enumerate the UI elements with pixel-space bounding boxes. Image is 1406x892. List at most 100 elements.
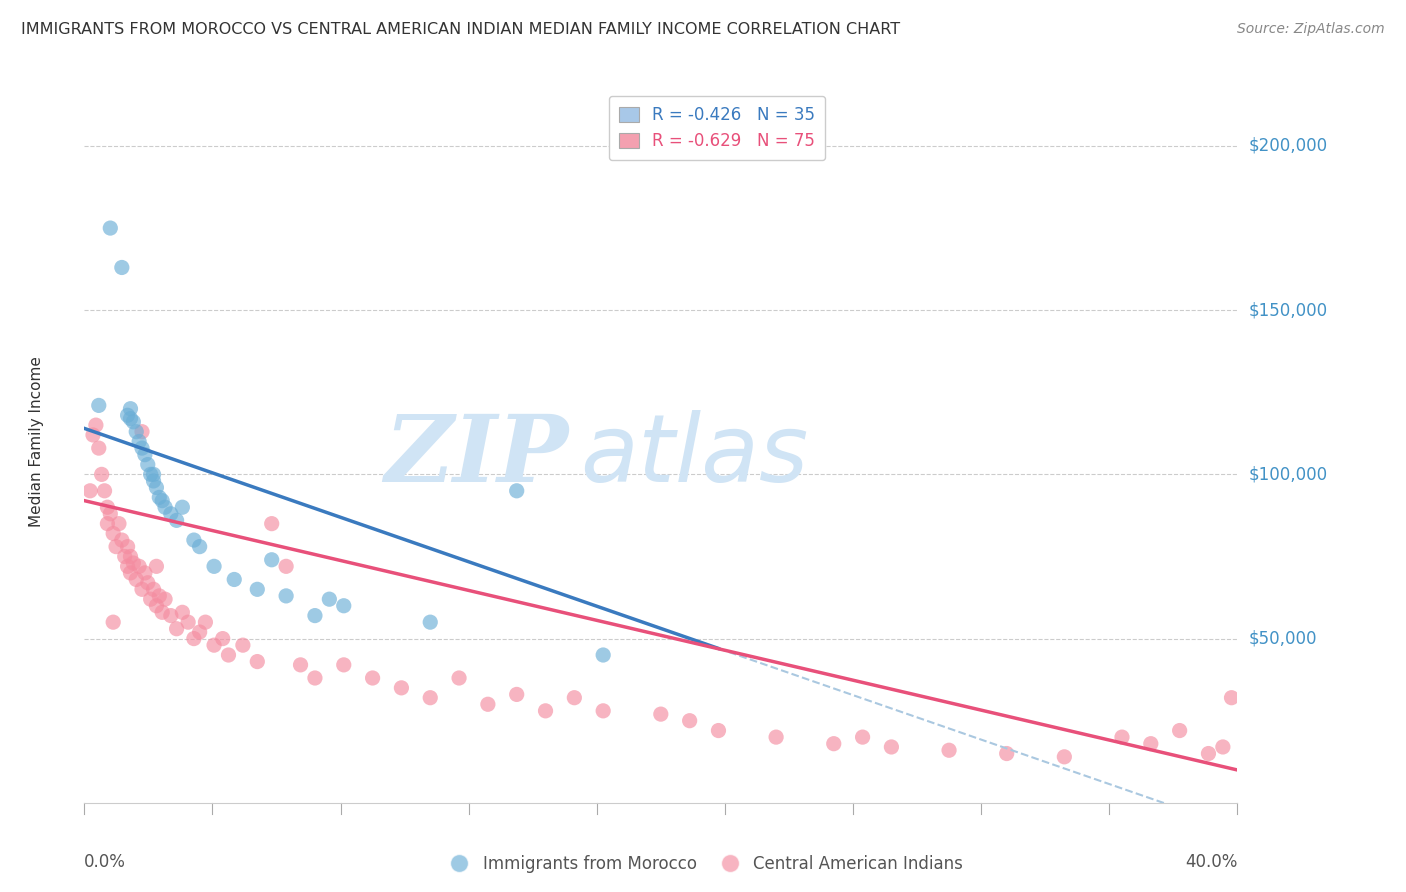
Point	[150, 605, 173, 619]
Point	[449, 671, 471, 685]
Point	[120, 411, 142, 425]
Point	[361, 671, 384, 685]
Point	[125, 425, 148, 439]
Point	[765, 730, 787, 744]
Point	[128, 434, 150, 449]
Text: 40.0%: 40.0%	[1185, 854, 1237, 871]
Point	[166, 622, 188, 636]
Point	[98, 507, 121, 521]
Point	[96, 516, 118, 531]
Point	[87, 441, 110, 455]
Point	[150, 493, 173, 508]
Text: $50,000: $50,000	[1249, 630, 1317, 648]
Point	[852, 730, 875, 744]
Point	[111, 533, 134, 547]
Point	[995, 747, 1018, 761]
Point	[131, 425, 153, 439]
Point	[142, 474, 165, 488]
Text: $200,000: $200,000	[1249, 137, 1327, 155]
Point	[650, 707, 672, 722]
Point	[276, 589, 298, 603]
Point	[506, 483, 529, 498]
Point	[188, 625, 211, 640]
Point	[318, 592, 340, 607]
Point	[134, 448, 156, 462]
Text: Median Family Income: Median Family Income	[30, 356, 44, 527]
Point	[188, 540, 211, 554]
Point	[82, 428, 104, 442]
Legend: R = -0.426   N = 35, R = -0.629   N = 75: R = -0.426 N = 35, R = -0.629 N = 75	[609, 95, 825, 161]
Point	[304, 608, 326, 623]
Point	[160, 608, 183, 623]
Point	[172, 605, 194, 619]
Point	[477, 698, 499, 712]
Point	[111, 260, 134, 275]
Point	[419, 690, 441, 705]
Point	[90, 467, 112, 482]
Point	[134, 566, 156, 580]
Point	[96, 500, 118, 515]
Point	[333, 657, 356, 672]
Point	[160, 507, 183, 521]
Point	[592, 648, 614, 662]
Point	[218, 648, 240, 662]
Point	[224, 573, 246, 587]
Point	[1168, 723, 1191, 738]
Text: ZIP: ZIP	[384, 411, 568, 501]
Point	[125, 573, 148, 587]
Point	[145, 599, 167, 613]
Point	[172, 500, 194, 515]
Text: IMMIGRANTS FROM MOROCCO VS CENTRAL AMERICAN INDIAN MEDIAN FAMILY INCOME CORRELAT: IMMIGRANTS FROM MOROCCO VS CENTRAL AMERI…	[21, 22, 900, 37]
Point	[139, 592, 162, 607]
Point	[391, 681, 413, 695]
Point	[419, 615, 441, 630]
Text: atlas: atlas	[581, 410, 808, 501]
Point	[122, 415, 145, 429]
Point	[117, 409, 139, 423]
Point	[131, 441, 153, 455]
Point	[93, 483, 115, 498]
Point	[202, 559, 225, 574]
Point	[1140, 737, 1163, 751]
Point	[564, 690, 586, 705]
Point	[304, 671, 326, 685]
Point	[79, 483, 101, 498]
Point	[142, 582, 165, 597]
Point	[232, 638, 254, 652]
Point	[145, 559, 167, 574]
Point	[1053, 749, 1076, 764]
Point	[1198, 747, 1220, 761]
Point	[1111, 730, 1133, 744]
Text: 0.0%: 0.0%	[84, 854, 127, 871]
Point	[1212, 739, 1234, 754]
Point	[145, 481, 167, 495]
Point	[114, 549, 136, 564]
Text: $150,000: $150,000	[1249, 301, 1327, 319]
Point	[276, 559, 298, 574]
Point	[506, 687, 529, 701]
Point	[823, 737, 845, 751]
Point	[84, 418, 107, 433]
Point	[534, 704, 557, 718]
Point	[103, 615, 124, 630]
Point	[333, 599, 356, 613]
Point	[117, 540, 139, 554]
Point	[260, 516, 283, 531]
Point	[246, 655, 269, 669]
Point	[120, 401, 142, 416]
Point	[136, 575, 159, 590]
Text: Source: ZipAtlas.com: Source: ZipAtlas.com	[1237, 22, 1385, 37]
Point	[679, 714, 702, 728]
Point	[183, 533, 205, 547]
Point	[139, 467, 162, 482]
Point	[246, 582, 269, 597]
Point	[148, 589, 170, 603]
Point	[120, 566, 142, 580]
Point	[148, 491, 170, 505]
Point	[183, 632, 205, 646]
Point	[120, 549, 142, 564]
Point	[117, 559, 139, 574]
Text: $100,000: $100,000	[1249, 466, 1327, 483]
Point	[707, 723, 730, 738]
Point	[98, 221, 121, 235]
